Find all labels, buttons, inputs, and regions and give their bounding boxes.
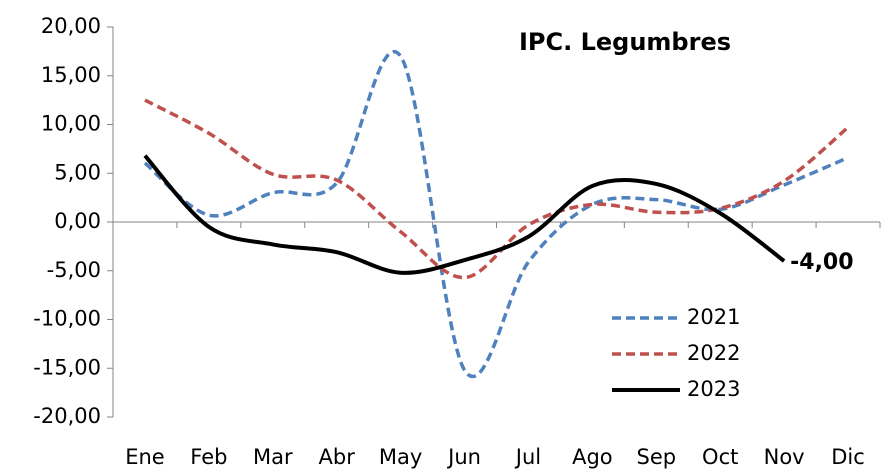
x-tick-label: May (379, 445, 422, 469)
legend-label: 2022 (687, 341, 740, 365)
x-tick-label: Jun (446, 445, 481, 469)
x-tick-label: Nov (764, 445, 805, 469)
x-tick-label: Feb (190, 445, 227, 469)
x-tick-label: Jul (514, 445, 541, 469)
x-tick-label: Oct (702, 445, 738, 469)
chart-title: IPC. Legumbres (519, 28, 731, 56)
y-tick-label: -10,00 (33, 307, 101, 331)
data-label: -4,00 (790, 250, 853, 275)
y-tick-label: -5,00 (47, 258, 101, 282)
x-tick-label: Ago (572, 445, 613, 469)
series-line (144, 98, 850, 280)
x-tick-label: Dic (831, 445, 865, 469)
y-tick-label: 15,00 (41, 63, 101, 87)
y-tick-label: 10,00 (41, 112, 101, 136)
x-tick-label: Sep (636, 445, 676, 469)
series-line (143, 50, 849, 379)
legend-label: 2023 (687, 377, 740, 401)
x-tick-label: Ene (125, 445, 165, 469)
y-tick-label: 20,00 (41, 14, 101, 38)
legend-label: 2021 (687, 305, 740, 329)
y-tick-label: -20,00 (33, 404, 101, 428)
y-tick-label: -15,00 (33, 355, 101, 379)
y-tick-label: 5,00 (54, 160, 101, 184)
x-tick-label: Mar (253, 445, 293, 469)
x-tick-label: Abr (319, 445, 356, 469)
y-tick-label: 0,00 (54, 209, 101, 233)
series-line (143, 154, 786, 275)
